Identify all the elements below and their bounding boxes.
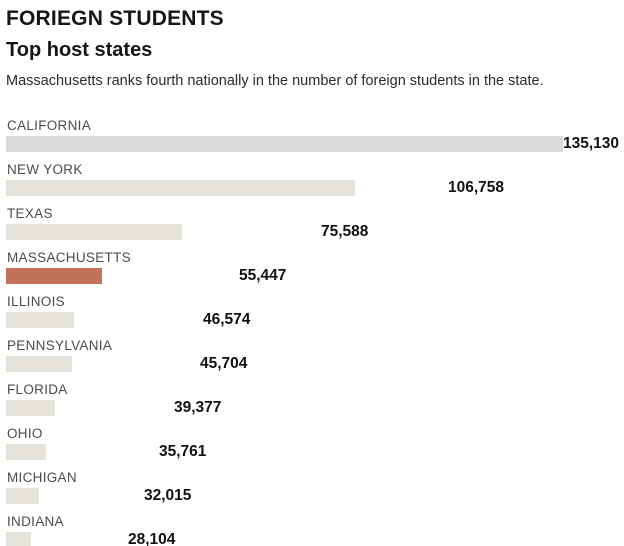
bar-line: 45,704 xyxy=(6,355,618,373)
bar-track xyxy=(6,136,563,153)
state-label: FLORIDA xyxy=(7,382,68,398)
value-label: 39,377 xyxy=(174,399,222,417)
bar xyxy=(6,180,356,197)
bar-track xyxy=(6,224,321,241)
bar-row: MICHIGAN 32,015 xyxy=(6,470,618,505)
bar-track xyxy=(6,312,203,329)
chart-header: FORIEGN STUDENTS Top host states Massach… xyxy=(6,7,618,90)
bar-row: NEW YORK 106,758 xyxy=(6,162,618,197)
bar-row: INDIANA 28,104 xyxy=(6,514,618,546)
bar xyxy=(6,268,102,285)
state-label: NEW YORK xyxy=(7,162,83,178)
bar-row: TEXAS 75,588 xyxy=(6,206,618,241)
bar-track xyxy=(6,444,159,461)
bar xyxy=(6,312,74,329)
value-label: 28,104 xyxy=(128,531,176,546)
state-label: MASSACHUSETTS xyxy=(7,250,131,266)
bar xyxy=(6,444,47,461)
chart-description: Massachusetts ranks fourth nationally in… xyxy=(6,73,544,90)
state-label: OHIO xyxy=(7,426,43,442)
bar-line: 75,588 xyxy=(6,223,618,241)
state-label: CALIFORNIA xyxy=(7,118,92,134)
bar-track xyxy=(6,488,144,505)
bar xyxy=(6,224,183,241)
state-label: ILLINOIS xyxy=(7,294,65,310)
state-label: MICHIGAN xyxy=(7,470,77,486)
bar-row: PENNSYLVANIA 45,704 xyxy=(6,338,618,373)
bar-line: 28,104 xyxy=(6,532,618,546)
bar-track xyxy=(6,532,128,546)
bar-line: 32,015 xyxy=(6,487,618,505)
bar-line: 35,761 xyxy=(6,443,618,461)
value-label: 45,704 xyxy=(200,355,248,373)
value-label: 106,758 xyxy=(448,179,505,197)
bar-row: FLORIDA 39,377 xyxy=(6,382,618,417)
bar-line: 39,377 xyxy=(6,399,618,417)
chart-kicker: FORIEGN STUDENTS xyxy=(6,7,224,30)
value-label: 46,574 xyxy=(203,311,251,329)
state-label: PENNSYLVANIA xyxy=(7,338,113,354)
bar-track xyxy=(6,356,200,373)
bar xyxy=(6,488,39,505)
value-label: 55,447 xyxy=(239,267,287,285)
bar xyxy=(6,400,55,417)
bar xyxy=(6,136,563,153)
bar-line: 135,130 xyxy=(6,135,620,153)
chart-title: Top host states xyxy=(6,39,153,62)
bar-row: MASSACHUSETTS 55,447 xyxy=(6,250,618,285)
bar-line: 106,758 xyxy=(6,179,618,197)
bar-track xyxy=(6,268,239,285)
value-label: 135,130 xyxy=(563,135,620,153)
bar-track xyxy=(6,180,448,197)
value-label: 75,588 xyxy=(321,223,369,241)
value-label: 32,015 xyxy=(144,487,192,505)
bar-line: 55,447 xyxy=(6,267,618,285)
bar-row: CALIFORNIA 135,130 xyxy=(6,118,620,153)
state-label: TEXAS xyxy=(7,206,53,222)
bar-track xyxy=(6,400,174,417)
bar xyxy=(6,356,72,373)
bar-row: OHIO 35,761 xyxy=(6,426,618,461)
bar-chart: CALIFORNIA 135,130 NEW YORK 106,758 TEXA… xyxy=(6,118,620,546)
bar-row: ILLINOIS 46,574 xyxy=(6,294,618,329)
bar xyxy=(6,532,32,546)
state-label: INDIANA xyxy=(7,514,64,530)
value-label: 35,761 xyxy=(159,443,207,461)
bar-line: 46,574 xyxy=(6,311,618,329)
